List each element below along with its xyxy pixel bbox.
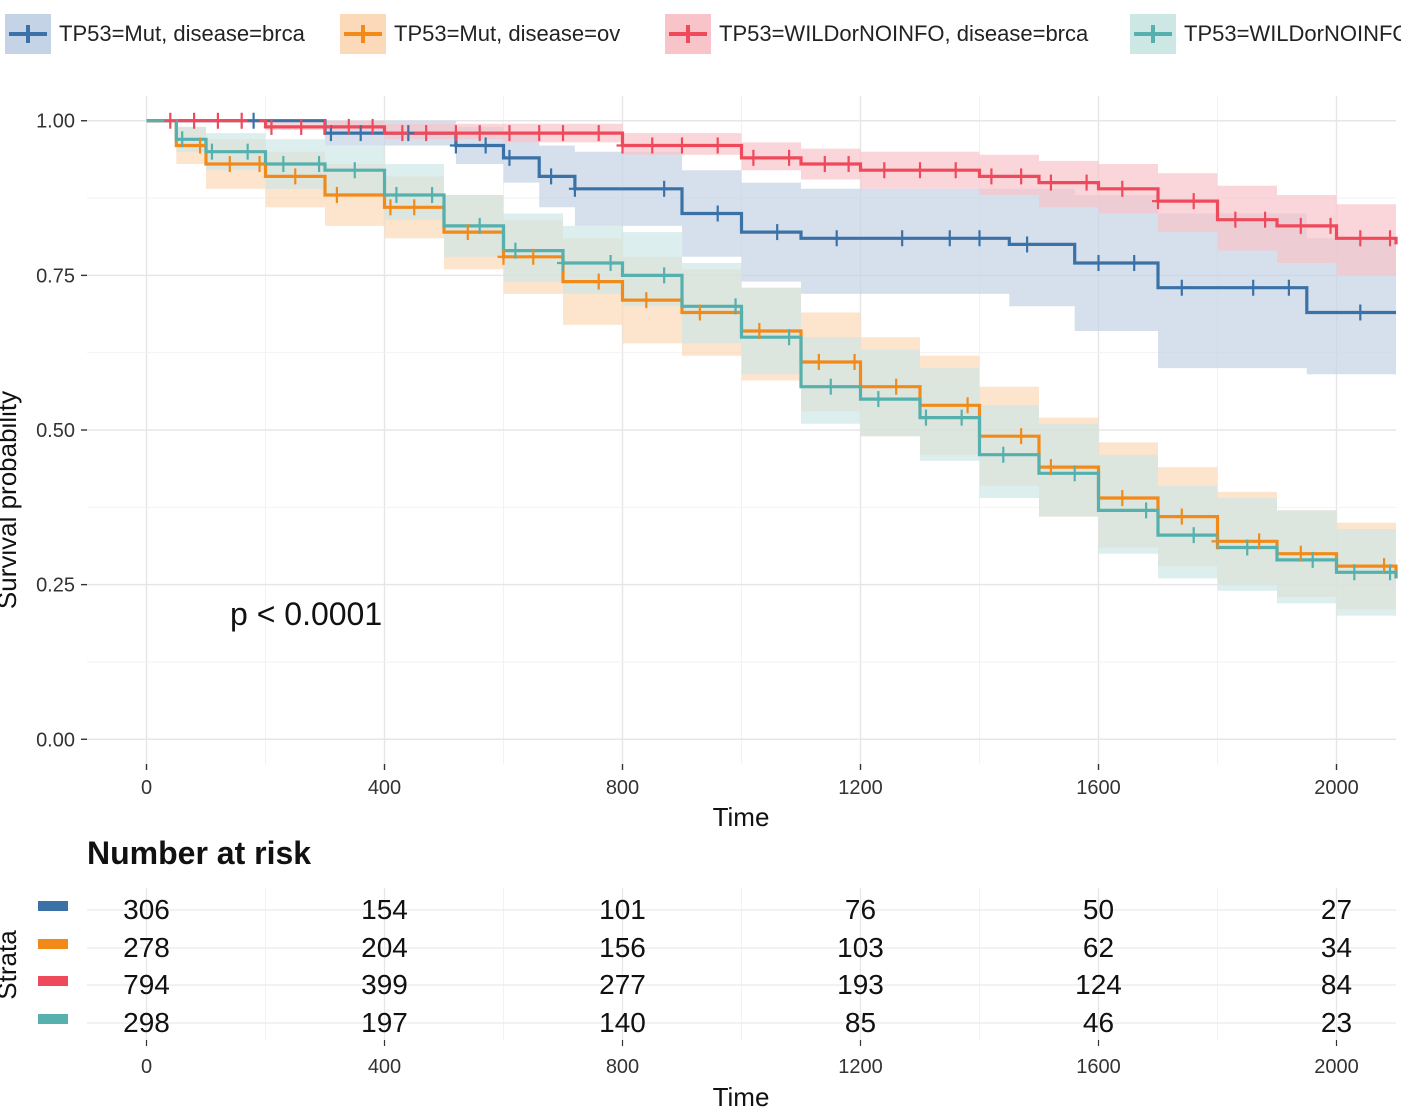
risk-table-title: Number at risk bbox=[87, 835, 311, 871]
risk-value: 399 bbox=[361, 969, 408, 1000]
legend-label: TP53=WILDorNOINFO, disease=brca bbox=[719, 21, 1089, 46]
risk-value: 193 bbox=[837, 969, 884, 1000]
confidence-band bbox=[146, 120, 1396, 282]
legend-item: TP53=Mut, disease=ov bbox=[340, 14, 620, 54]
risk-value: 76 bbox=[845, 894, 876, 925]
censor-marks bbox=[164, 112, 1397, 581]
risk-value: 62 bbox=[1083, 932, 1114, 963]
y-tick-label: 0.25 bbox=[36, 575, 75, 597]
risk-value: 101 bbox=[599, 894, 646, 925]
risk-value: 34 bbox=[1321, 932, 1352, 963]
legend-label: TP53=Mut, disease=brca bbox=[59, 21, 305, 46]
confidence-band bbox=[146, 120, 1396, 622]
risk-value: 50 bbox=[1083, 894, 1114, 925]
risk-value: 140 bbox=[599, 1007, 646, 1038]
risk-x-axis-title: Time bbox=[713, 1082, 770, 1112]
risk-value: 298 bbox=[123, 1007, 170, 1038]
survival-plot: 0 400 800 1200 1600 20000.000.250.500.751.00 … bbox=[0, 96, 1398, 830]
x-tick-label: 1200 bbox=[838, 777, 883, 799]
confidence-bands bbox=[146, 120, 1396, 622]
legend-key bbox=[5, 14, 51, 54]
x-tick-label: 2000 bbox=[1314, 777, 1359, 799]
x-tick-label: 400 bbox=[368, 777, 401, 799]
legend-label: TP53=WILDorNOINFO, disease=ov bbox=[1184, 21, 1401, 46]
legend-key bbox=[665, 14, 711, 54]
risk-value: 278 bbox=[123, 932, 170, 963]
x-tick-label: 0 bbox=[141, 777, 152, 799]
risk-value: 154 bbox=[361, 894, 408, 925]
risk-value: 277 bbox=[599, 969, 646, 1000]
legend-item: TP53=WILDorNOINFO, disease=brca bbox=[665, 14, 1088, 54]
risk-value: 794 bbox=[123, 969, 170, 1000]
risk-value: 103 bbox=[837, 932, 884, 963]
legend-item: TP53=WILDorNOINFO, disease=ov bbox=[1130, 14, 1401, 54]
risk-x-tick-label: 2000 bbox=[1314, 1056, 1359, 1078]
risk-value: 306 bbox=[123, 894, 170, 925]
x-tick-label: 800 bbox=[606, 777, 639, 799]
strata-key bbox=[38, 976, 68, 986]
strata-keys bbox=[38, 901, 68, 1024]
risk-value: 197 bbox=[361, 1007, 408, 1038]
x-tick-label: 1600 bbox=[1076, 777, 1121, 799]
strata-key bbox=[38, 901, 68, 911]
risk-values: 306 154 101 76 50 27 278 204 156 103 62 34 794 399 277… bbox=[123, 894, 1352, 1038]
risk-x-axis: 0 400 800 1200 1600 2000 bbox=[141, 1040, 1359, 1078]
legend-item: TP53=Mut, disease=brca bbox=[5, 14, 305, 54]
risk-value: 156 bbox=[599, 932, 646, 963]
risk-value: 27 bbox=[1321, 894, 1352, 925]
y-tick-label: 0.75 bbox=[36, 265, 75, 287]
strata-axis-title: Strata bbox=[0, 930, 22, 1000]
risk-x-tick-label: 0 bbox=[141, 1056, 152, 1078]
x-axis-title: Time bbox=[713, 802, 770, 830]
y-tick-label: 0.00 bbox=[36, 729, 75, 751]
risk-value: 85 bbox=[845, 1007, 876, 1038]
risk-value: 204 bbox=[361, 932, 408, 963]
risk-value: 84 bbox=[1321, 969, 1352, 1000]
legend: TP53=Mut, disease=brca TP53=Mut, disease=… bbox=[0, 0, 1401, 70]
legend-key bbox=[1130, 14, 1176, 54]
risk-value: 46 bbox=[1083, 1007, 1114, 1038]
strata-key bbox=[38, 1014, 68, 1024]
strata-key bbox=[38, 939, 68, 949]
risk-grid bbox=[87, 888, 1396, 1040]
risk-x-tick-label: 400 bbox=[368, 1056, 401, 1078]
y-tick-label: 1.00 bbox=[36, 111, 75, 133]
risk-value: 124 bbox=[1075, 969, 1122, 1000]
y-tick-label: 0.50 bbox=[36, 420, 75, 442]
legend-key bbox=[340, 14, 386, 54]
risk-table: Number at risk 306 154 101 76 50 27 278 204 156 1… bbox=[0, 835, 1396, 1112]
risk-x-tick-label: 800 bbox=[606, 1056, 639, 1078]
y-axis-title: Survival probability bbox=[0, 391, 22, 609]
plot-axes: 0 400 800 1200 1600 2000 0.00 0.25 0.50 0.75 1.00 bbox=[36, 111, 1359, 799]
p-value-annotation: p < 0.0001 bbox=[230, 596, 382, 632]
risk-value: 23 bbox=[1321, 1007, 1352, 1038]
legend-label: TP53=Mut, disease=ov bbox=[394, 21, 621, 46]
risk-x-tick-label: 1200 bbox=[838, 1056, 883, 1078]
confidence-band bbox=[146, 120, 1396, 375]
risk-x-tick-label: 1600 bbox=[1076, 1056, 1121, 1078]
